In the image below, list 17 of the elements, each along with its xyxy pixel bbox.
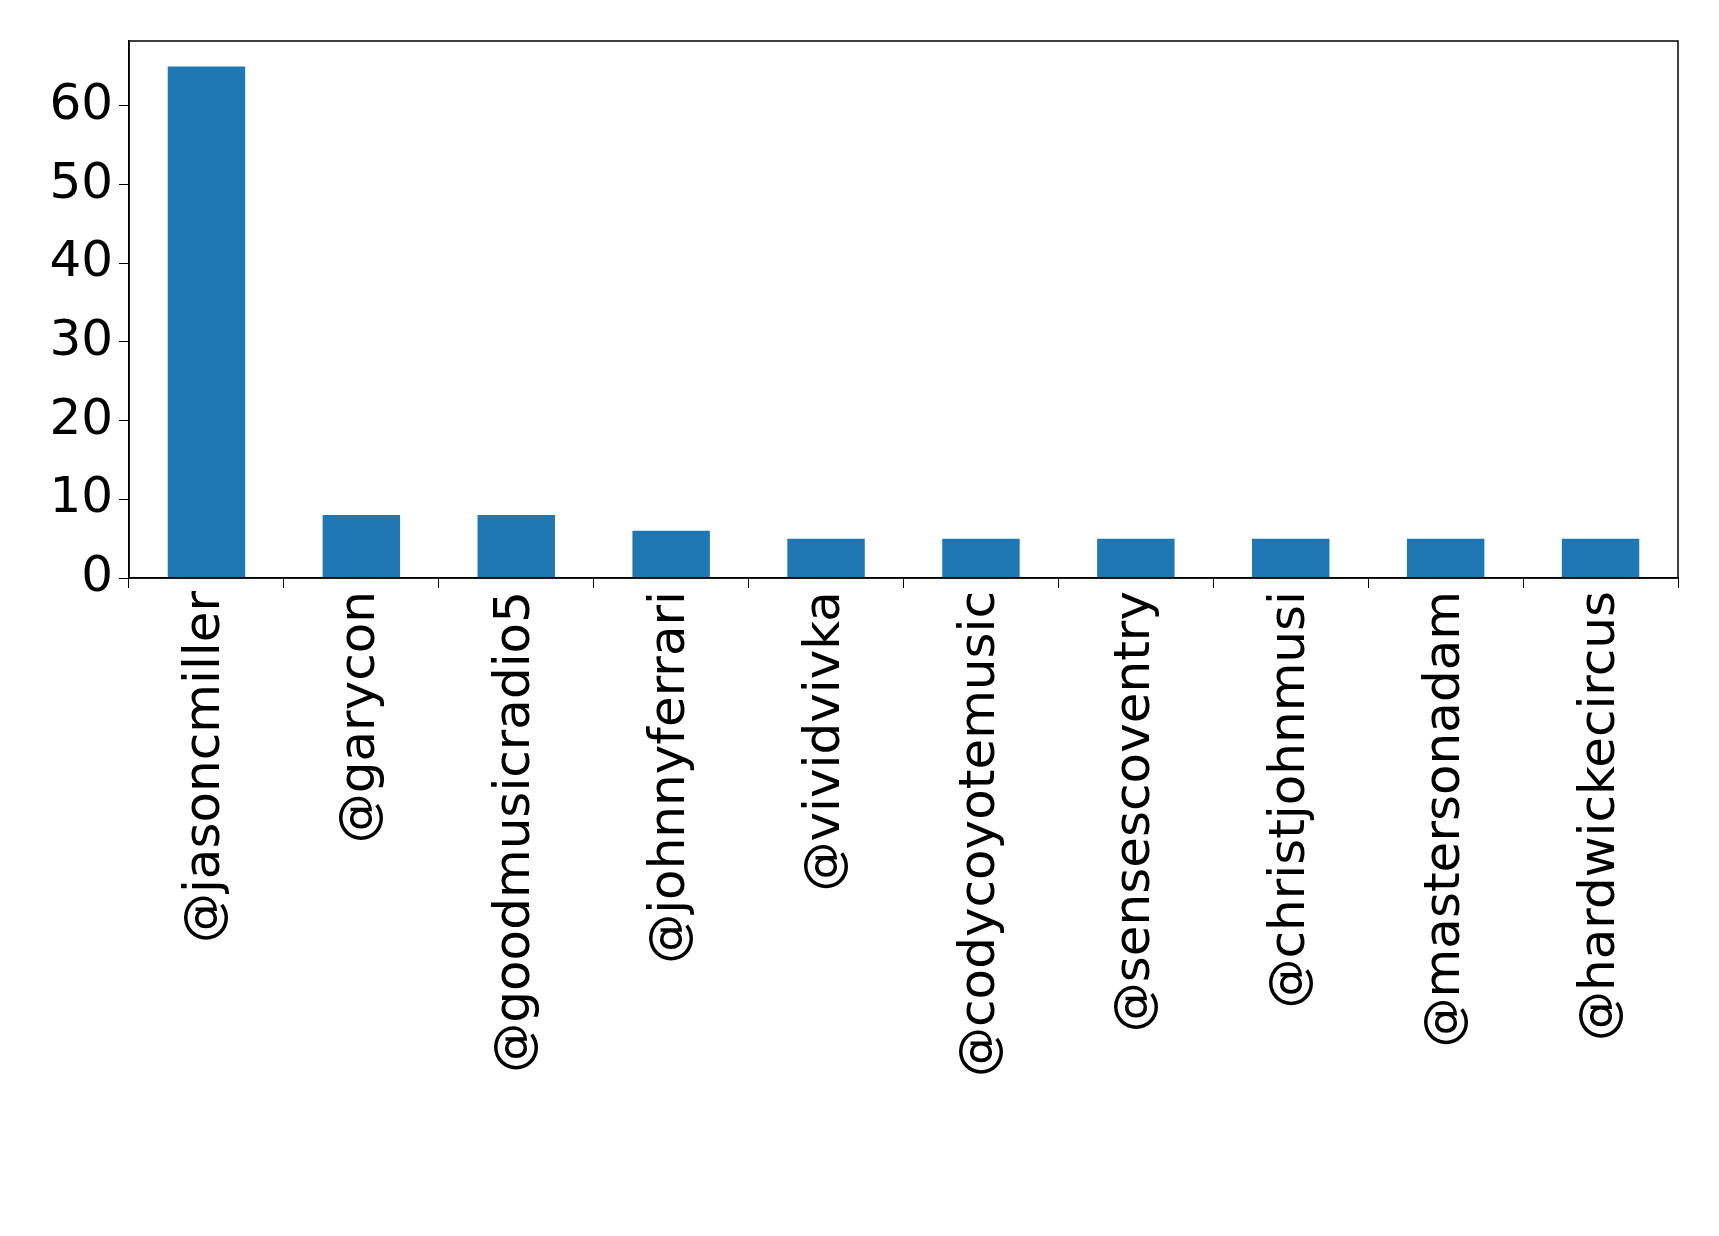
x-tick-label: @johnnyferrari <box>638 591 697 964</box>
y-tick-label: 50 <box>49 151 113 210</box>
x-tick-label: @codycoyotemusic <box>947 591 1006 1077</box>
y-tick-label: 60 <box>49 72 113 131</box>
y-tick-label: 40 <box>49 230 113 289</box>
x-tick-label: @garycon <box>328 591 387 844</box>
x-tick-label: @hardwickecircus <box>1567 591 1626 1042</box>
y-tick-label: 10 <box>49 466 113 525</box>
x-tick-label: @vividvivka <box>793 591 852 892</box>
y-tick-label: 20 <box>49 387 113 446</box>
x-tick-label: @goodmusicradio5 <box>483 591 542 1073</box>
x-tick-label: @christjohnmusi <box>1257 591 1316 1009</box>
y-tick-label: 30 <box>49 308 113 367</box>
x-tick-label: @jasoncmiller <box>173 590 232 944</box>
y-tick-label: 0 <box>81 544 113 603</box>
x-tick-label: @mastersonadam <box>1412 591 1471 1048</box>
x-tick-label: @sensescoventry <box>1102 591 1161 1033</box>
